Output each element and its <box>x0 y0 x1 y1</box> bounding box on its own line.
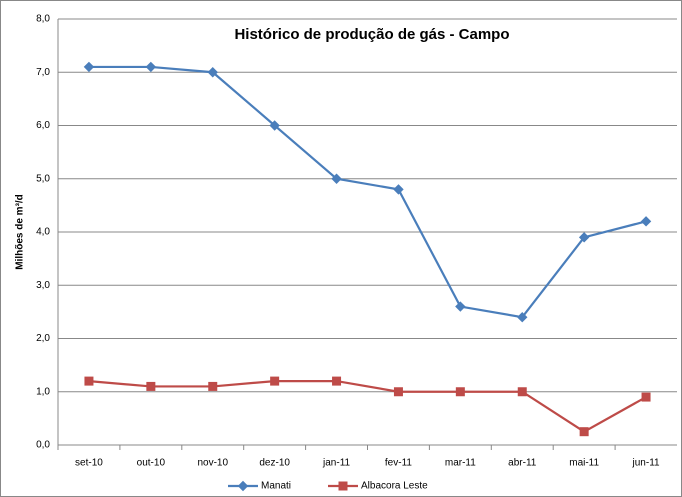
data-point <box>270 376 280 386</box>
y-tick-label: 3,0 <box>36 280 50 291</box>
series-line <box>88 380 647 433</box>
data-point <box>331 173 342 184</box>
data-point <box>146 381 156 391</box>
chart-title: Histórico de produção de gás - Campo <box>234 26 509 43</box>
legend-marker <box>338 481 348 491</box>
x-tick-label: abr-11 <box>508 458 537 469</box>
y-tick-label: 1,0 <box>36 386 50 397</box>
x-tick-label: jun-11 <box>632 458 660 469</box>
y-tick-label: 6,0 <box>36 120 50 131</box>
data-point <box>517 387 527 397</box>
data-point <box>640 216 652 227</box>
x-tick-label: jan-11 <box>322 458 350 469</box>
data-point <box>84 376 94 386</box>
y-tick-label: 5,0 <box>36 173 50 184</box>
data-point <box>455 301 466 312</box>
legend-label: Manati <box>261 481 291 492</box>
series-line <box>88 65 647 319</box>
data-point <box>578 232 590 243</box>
y-tick-label: 0,0 <box>36 440 50 451</box>
legend-marker <box>237 480 249 492</box>
data-point <box>393 184 404 195</box>
data-point <box>455 387 465 397</box>
data-point <box>83 61 95 73</box>
data-point <box>269 120 280 131</box>
data-point <box>145 61 157 73</box>
y-axis-label: Milhões de m³/d <box>15 194 26 270</box>
x-tick-label: out-10 <box>137 458 166 469</box>
data-point <box>579 427 589 437</box>
data-point <box>641 392 651 402</box>
x-tick-label: set-10 <box>75 458 103 469</box>
x-tick-label: mai-11 <box>569 458 599 469</box>
x-tick-label: dez-10 <box>259 458 290 469</box>
data-point <box>208 381 218 391</box>
y-tick-label: 2,0 <box>36 333 50 344</box>
data-point <box>332 376 342 386</box>
y-tick-label: 7,0 <box>36 67 50 78</box>
data-point <box>393 387 403 397</box>
x-tick-label: fev-11 <box>385 458 412 469</box>
x-tick-label: nov-10 <box>197 458 228 469</box>
y-tick-label: 4,0 <box>36 227 50 238</box>
x-tick-label: mar-11 <box>445 458 476 469</box>
data-point <box>207 67 218 78</box>
legend-label: Albacora Leste <box>361 481 428 492</box>
data-point <box>517 311 528 323</box>
y-tick-label: 8,0 <box>36 14 50 25</box>
